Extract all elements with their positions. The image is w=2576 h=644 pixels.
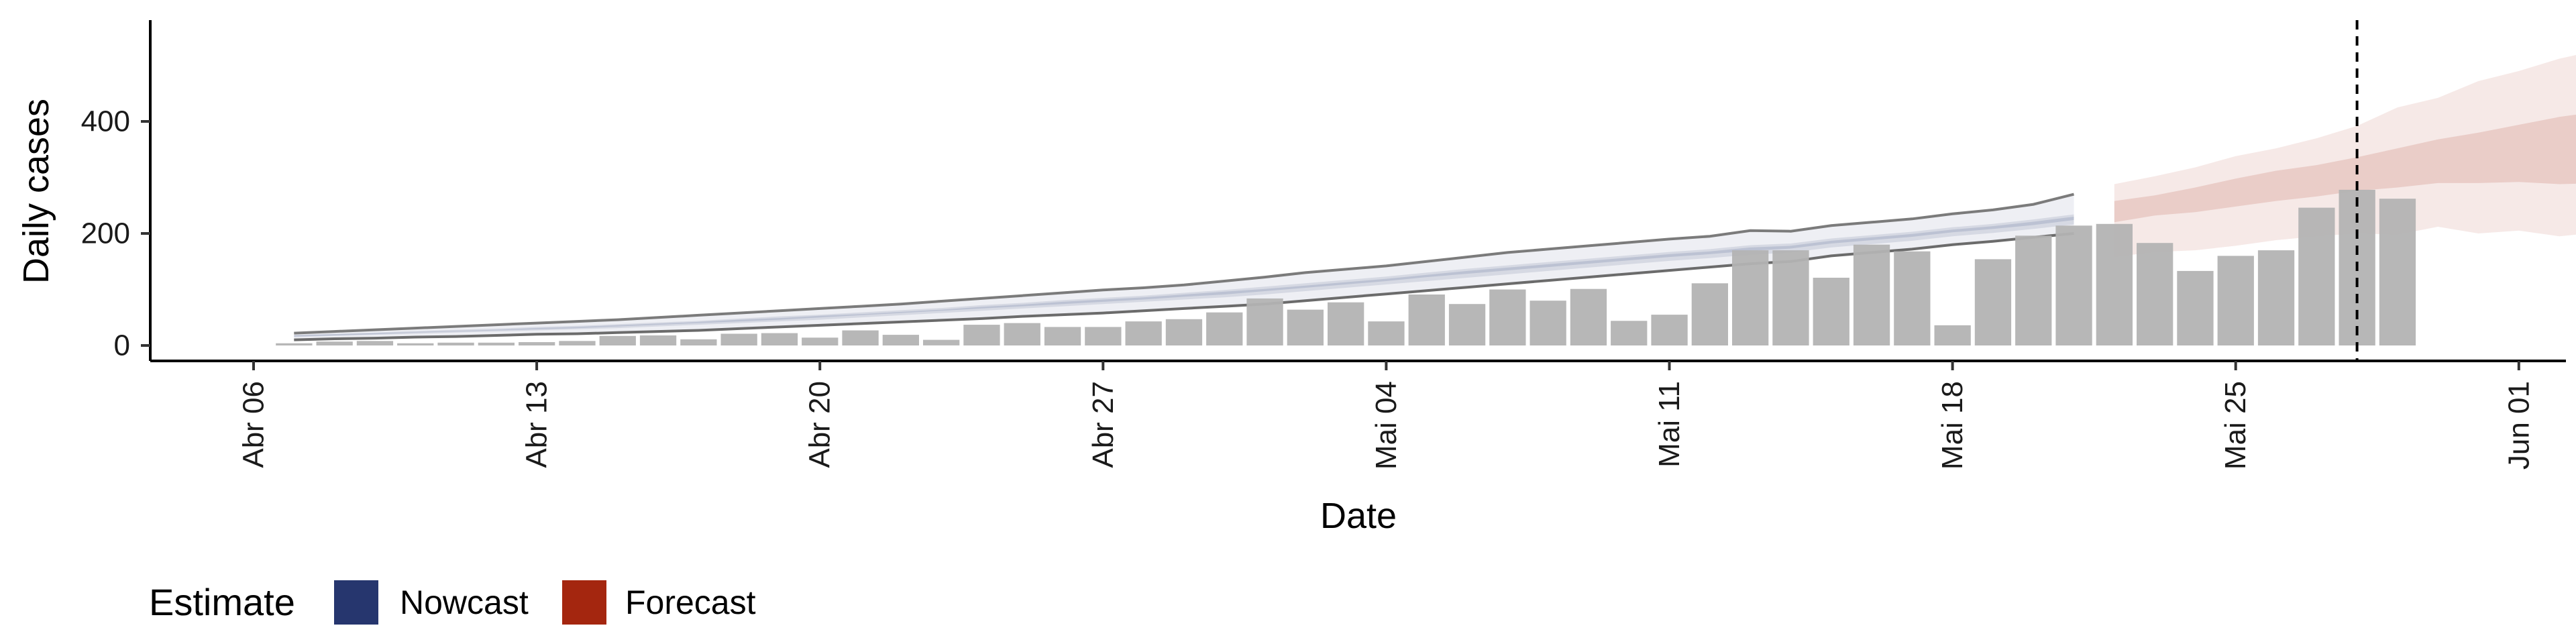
bar-apr-15 (599, 335, 636, 345)
bar-apr-24 (963, 325, 1000, 345)
bar-apr-18 (720, 333, 757, 345)
x-tick-label: Jun 01 (2502, 381, 2535, 470)
bar-apr-19 (761, 333, 798, 345)
bar-apr-22 (882, 335, 919, 345)
bar-may-25 (2217, 256, 2254, 345)
bar-may-12 (1691, 283, 1728, 345)
bar-may-02 (1287, 309, 1324, 345)
x-tick-label: Abr 13 (521, 381, 553, 468)
bar-may-14 (1772, 250, 1809, 345)
bar-may-29 (2379, 199, 2416, 345)
legend-forecast-swatch (562, 580, 606, 625)
x-tick-label: Abr 06 (237, 381, 270, 468)
bar-apr-08 (316, 341, 353, 345)
x-tick-label: Mai 25 (2219, 381, 2252, 470)
bar-apr-21 (842, 330, 879, 345)
bar-apr-09 (356, 341, 394, 345)
bar-apr-28 (1125, 321, 1162, 345)
bar-may-03 (1328, 302, 1364, 345)
bar-may-13 (1732, 250, 1769, 345)
y-ticks: 0 200 400 (81, 105, 150, 362)
bar-may-11 (1651, 315, 1688, 345)
forecast-ribbon-90 (2114, 54, 2576, 258)
bar-may-19 (1974, 259, 2012, 345)
legend: Estimate Nowcast Forecast (149, 580, 756, 625)
y-axis-title: Daily cases (16, 99, 56, 284)
bar-may-09 (1570, 288, 1607, 345)
y-tick-label: 400 (81, 105, 130, 138)
bar-may-04 (1368, 321, 1405, 345)
bar-apr-13 (519, 342, 555, 345)
bar-apr-07 (276, 343, 313, 345)
bar-apr-11 (437, 342, 474, 345)
legend-nowcast-label: Nowcast (400, 584, 529, 621)
bar-may-24 (2177, 270, 2214, 345)
bar-apr-10 (397, 343, 434, 345)
bar-apr-30 (1206, 312, 1243, 345)
legend-nowcast-swatch (334, 580, 378, 625)
x-tick-label: Abr 20 (804, 381, 837, 468)
bar-apr-16 (639, 335, 677, 345)
y-tick-label: 200 (81, 217, 130, 250)
bar-may-17 (1894, 251, 1931, 345)
axes (149, 20, 2566, 362)
bar-may-27 (2298, 207, 2335, 345)
forecast-ribbons (2114, 54, 2576, 258)
bar-may-18 (1934, 325, 1971, 345)
x-ticks: Abr 06 Abr 13 Abr 20 Abr 27 Mai 04 Mai 11 Mai … (237, 361, 2535, 470)
bar-apr-25 (1004, 323, 1040, 345)
x-tick-label: Abr 27 (1087, 381, 1120, 468)
bar-may-07 (1489, 289, 1526, 345)
bar-apr-12 (478, 342, 515, 345)
bars (276, 189, 2416, 345)
bar-may-15 (1813, 278, 1849, 345)
bar-apr-26 (1044, 327, 1081, 345)
legend-title: Estimate (149, 581, 295, 623)
x-axis-title: Date (1320, 496, 1397, 536)
x-tick-label: Mai 18 (1936, 381, 1969, 470)
bar-apr-14 (559, 341, 596, 345)
legend-forecast-label: Forecast (625, 584, 756, 621)
bar-may-22 (2096, 223, 2133, 345)
bar-apr-20 (802, 337, 839, 345)
bar-may-10 (1611, 321, 1648, 345)
forecast-ribbon-50 (2114, 114, 2576, 223)
bar-apr-29 (1165, 319, 1203, 345)
x-tick-label: Mai 11 (1653, 381, 1686, 468)
x-tick-label: Mai 04 (1370, 381, 1403, 470)
bar-may-21 (2055, 225, 2092, 345)
bar-apr-27 (1085, 327, 1122, 345)
bar-may-23 (2137, 243, 2174, 345)
bar-may-06 (1448, 304, 1486, 345)
bar-apr-23 (923, 339, 960, 345)
bar-may-26 (2257, 250, 2295, 345)
y-tick-label: 0 (114, 329, 130, 362)
bar-may-16 (1853, 244, 1890, 345)
bar-may-08 (1529, 301, 1566, 345)
bar-may-01 (1246, 298, 1283, 345)
bar-may-20 (2015, 235, 2052, 345)
nowcast-upper-line (294, 193, 2074, 335)
bar-may-05 (1408, 294, 1445, 345)
bar-apr-17 (680, 339, 717, 345)
